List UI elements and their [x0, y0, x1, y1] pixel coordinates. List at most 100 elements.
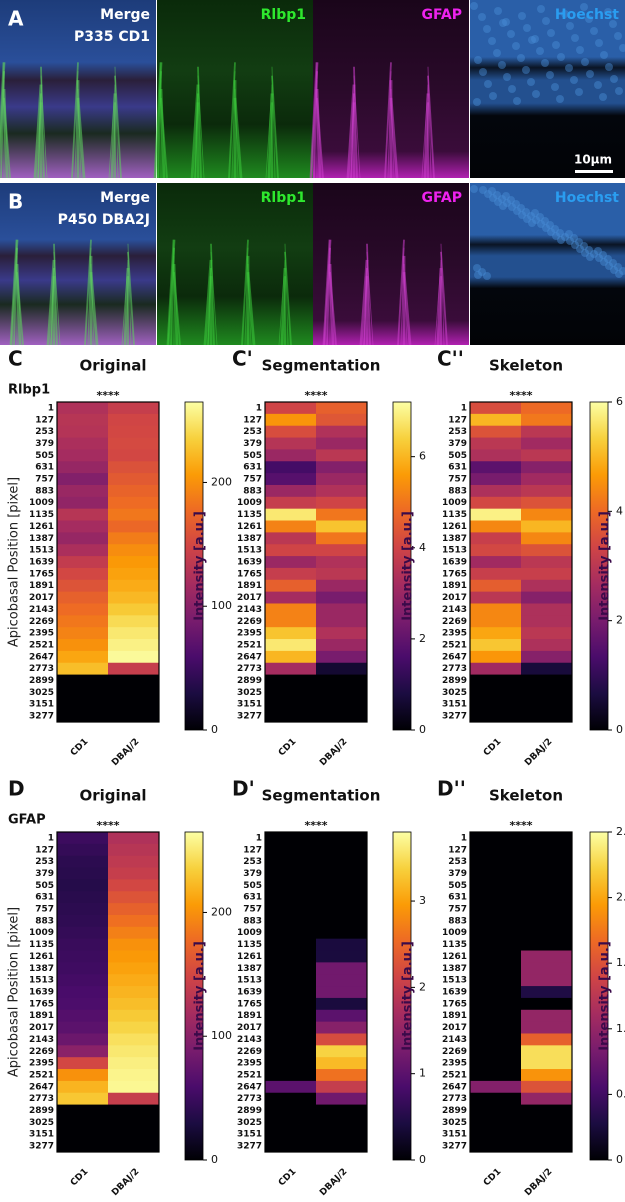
- nucleus: [531, 209, 539, 217]
- x-tick-label: DBAJ/2: [523, 1167, 554, 1198]
- colorbar-tick-label: 1: [419, 1067, 426, 1080]
- nucleus: [590, 250, 598, 258]
- channel-label: GFAP: [421, 7, 462, 23]
- heatmap-cell: [521, 914, 573, 928]
- heatmap-cell: [57, 855, 109, 869]
- y-tick-label: 505: [243, 451, 262, 461]
- nucleus: [473, 98, 481, 106]
- y-tick-label: 2017: [29, 1023, 54, 1033]
- heatmap-cell: [470, 1057, 522, 1070]
- heatmap-cell: [265, 1080, 317, 1094]
- cell-process: [50, 268, 55, 346]
- cell-process: [423, 93, 430, 179]
- heatmap-cell: [470, 627, 522, 640]
- heatmap-cell: [470, 425, 522, 439]
- y-tick-label: 1765: [442, 569, 467, 579]
- heatmap-cell: [265, 1128, 317, 1141]
- y-tick-label: 2521: [442, 1070, 467, 1080]
- y-tick-label: 631: [243, 893, 262, 903]
- heatmap-cell: [521, 674, 573, 687]
- heatmap-cell: [316, 1080, 368, 1094]
- heatmap-cell: [265, 974, 317, 987]
- heatmap-cell: [316, 627, 368, 640]
- heatmap-cell: [521, 986, 573, 999]
- nucleus: [557, 236, 565, 244]
- colorbar-tick-label: 2.5: [616, 825, 625, 838]
- heatmap-cell: [108, 710, 160, 723]
- heatmap-cell: [470, 903, 522, 916]
- heatmap-cell: [57, 603, 109, 616]
- colorbar-tick-label: 2: [419, 632, 426, 645]
- nucleus: [576, 46, 584, 54]
- cell-process: [436, 267, 443, 346]
- nucleus: [483, 272, 491, 280]
- y-tick-label: 1261: [237, 952, 262, 962]
- nucleus: [599, 93, 607, 101]
- y-tick-label: 2899: [29, 1106, 54, 1116]
- heatmap-cell: [470, 1080, 522, 1094]
- y-tick-label: 2017: [442, 593, 467, 603]
- heatmap-cell: [521, 891, 573, 904]
- heatmap-cell: [57, 579, 109, 593]
- y-tick-label: 1639: [442, 558, 467, 568]
- heatmap-cell: [57, 914, 109, 928]
- heatmap-cell: [108, 891, 160, 904]
- y-tick-label: 2017: [237, 593, 262, 603]
- heatmap-cell: [316, 832, 368, 845]
- heatmap-cell: [316, 449, 368, 462]
- heatmap-cell: [521, 843, 573, 857]
- y-tick-label: 2143: [29, 1035, 54, 1045]
- nucleus: [585, 246, 593, 254]
- nucleus: [556, 95, 564, 103]
- y-tick-label: 2143: [237, 605, 262, 615]
- nucleus: [523, 24, 531, 32]
- y-tick-label: 1387: [237, 964, 262, 974]
- heatmap-cell: [521, 1128, 573, 1141]
- colorbar-tick-label: 200: [211, 475, 232, 488]
- x-tick-label: DBAJ/2: [110, 737, 141, 768]
- heatmap-cell: [265, 662, 317, 676]
- x-tick-label: CD1: [69, 1167, 90, 1188]
- cell-process: [207, 268, 212, 346]
- y-tick-label: 505: [35, 881, 54, 891]
- heatmap-cell: [316, 1069, 368, 1082]
- heatmap-cell: [57, 556, 109, 569]
- y-tick-label: 2143: [442, 1035, 467, 1045]
- image-label: Merge: [100, 7, 150, 23]
- nucleus: [517, 54, 525, 62]
- heatmap-cell: [316, 855, 368, 869]
- heatmap-cell: [470, 1104, 522, 1117]
- heatmap-cell: [316, 914, 368, 928]
- heatmap-cell: [57, 425, 109, 439]
- heatmap-cell: [316, 615, 368, 628]
- y-tick-label: 2395: [237, 629, 262, 639]
- colorbar-tick-label: 0: [419, 1153, 426, 1166]
- heatmap-cell: [57, 997, 109, 1011]
- nucleus: [541, 217, 549, 225]
- nucleus: [479, 186, 487, 194]
- nucleus: [600, 258, 608, 266]
- y-tick-label: 2521: [237, 1070, 262, 1080]
- heatmap-cell: [265, 950, 317, 963]
- heatmap-cell: [521, 926, 573, 940]
- x-tick-label: CD1: [482, 1167, 503, 1188]
- cell-process: [190, 84, 200, 179]
- y-tick-label: 2773: [442, 664, 467, 674]
- heatmap-cell: [470, 1140, 522, 1153]
- heatmap-cell: [316, 556, 368, 569]
- heatmap-cell: [108, 950, 160, 963]
- heatmap-cell: [521, 556, 573, 569]
- heatmap-cell: [265, 425, 317, 439]
- heatmap-cell: [470, 615, 522, 628]
- nucleus: [531, 35, 539, 43]
- nucleus: [570, 234, 578, 242]
- nucleus: [513, 207, 521, 215]
- heatmap-cell: [265, 508, 317, 522]
- heatmap-cell: [108, 1033, 160, 1046]
- heatmap-cell: [470, 532, 522, 545]
- nucleus: [599, 251, 607, 259]
- heatmap-cell: [316, 662, 368, 676]
- cell-process: [194, 93, 199, 179]
- significance: ****: [96, 389, 119, 402]
- nucleus: [609, 259, 617, 267]
